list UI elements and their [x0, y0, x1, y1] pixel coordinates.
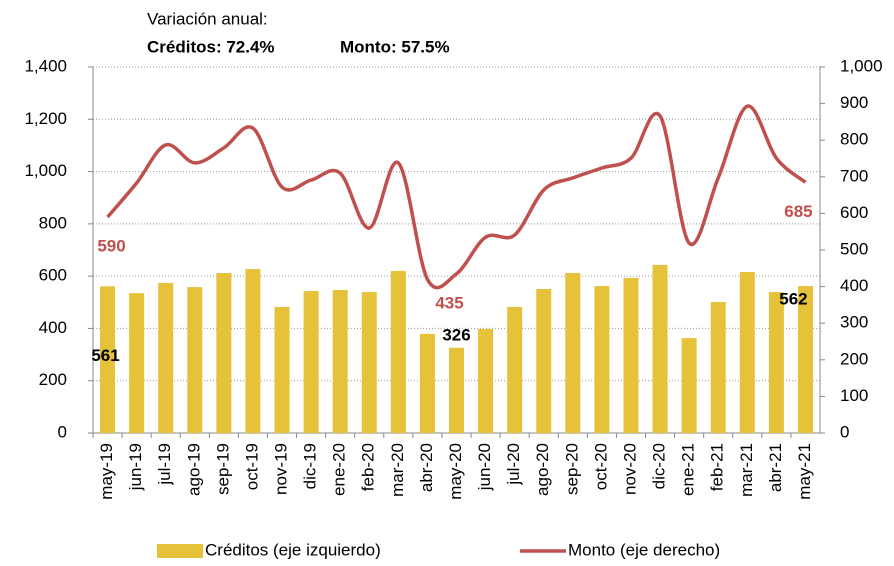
data-label: 562 [779, 290, 807, 309]
bar [478, 328, 494, 433]
bar [536, 288, 552, 433]
bar [507, 306, 523, 433]
x-tick-label: feb-21 [708, 443, 727, 491]
y2-tick-label: 1,000 [840, 56, 883, 75]
legend-label: Créditos (eje izquierdo) [205, 540, 381, 559]
subtitle: Monto: 57.5% [340, 37, 450, 56]
bar [361, 292, 377, 433]
legend-swatch [157, 544, 203, 558]
x-tick-label: may-19 [97, 443, 116, 500]
x-tick-label: ene-21 [679, 443, 698, 496]
x-tick-label: abr-20 [417, 443, 436, 492]
x-tick-label: nov-20 [620, 443, 639, 495]
legend-label: Monto (eje derecho) [568, 540, 720, 559]
x-tick-label: dic-20 [650, 443, 669, 489]
bar [100, 286, 116, 433]
bar [187, 287, 203, 433]
x-tick-label: ago-20 [533, 443, 552, 496]
y-tick-label: 400 [39, 318, 67, 337]
bar [303, 291, 319, 433]
x-tick-label: dic-19 [301, 443, 320, 489]
y2-tick-label: 700 [840, 166, 868, 185]
chart-title: Variación anual: [147, 9, 268, 28]
y2-tick-label: 200 [840, 349, 868, 368]
x-tick-label: jul-19 [155, 443, 174, 486]
x-tick-label: mar-21 [737, 443, 756, 497]
x-tick-label: oct-20 [591, 443, 610, 490]
x-tick-label: oct-19 [242, 443, 261, 490]
bar [129, 293, 145, 433]
x-tick-label: mar-20 [388, 443, 407, 497]
x-tick-label: abr-21 [766, 443, 785, 492]
bar [216, 273, 232, 433]
x-tick-label: sep-19 [213, 443, 232, 495]
x-tick-label: may-21 [795, 443, 814, 500]
data-label: 561 [91, 346, 119, 365]
line [106, 104, 807, 290]
y2-tick-label: 300 [840, 313, 868, 332]
bar [594, 286, 610, 433]
y2-tick-label: 500 [840, 239, 868, 258]
y-tick-label: 1,000 [24, 161, 67, 180]
bar [419, 333, 435, 433]
bar [768, 292, 784, 433]
y-tick-label: 200 [39, 370, 67, 389]
data-label: 326 [442, 325, 470, 344]
x-tick-label: ene-20 [330, 443, 349, 496]
x-tick-label: sep-20 [562, 443, 581, 495]
bar [390, 270, 406, 433]
bar [449, 347, 464, 433]
y2-tick-label: 400 [840, 276, 868, 295]
bar [274, 306, 290, 433]
bar [710, 302, 726, 433]
bar [652, 264, 668, 433]
x-tick-label: jun-20 [475, 443, 494, 491]
bar [245, 269, 261, 433]
bar [797, 286, 813, 433]
y-tick-label: 1,400 [24, 56, 67, 75]
y-tick-label: 800 [39, 213, 67, 232]
bar [681, 338, 697, 433]
subtitle: Créditos: 72.4% [147, 37, 275, 56]
x-tick-label: jun-19 [126, 443, 145, 491]
y2-tick-label: 900 [840, 93, 868, 112]
x-tick-label: nov-19 [272, 443, 291, 495]
bar [739, 271, 755, 433]
x-tick-label: feb-20 [359, 443, 378, 491]
bar [565, 273, 581, 433]
data-label: 590 [97, 237, 125, 256]
x-tick-label: ago-19 [184, 443, 203, 496]
data-label: 685 [784, 202, 812, 221]
data-label: 435 [435, 293, 463, 312]
y-tick-label: 600 [39, 266, 67, 285]
bar [158, 282, 174, 433]
y-tick-label: 0 [58, 422, 67, 441]
y2-tick-label: 600 [840, 203, 868, 222]
y2-tick-label: 800 [840, 130, 868, 149]
bar [332, 289, 348, 433]
y2-tick-label: 100 [840, 386, 868, 405]
bar [623, 277, 639, 433]
x-tick-label: jul-20 [504, 443, 523, 486]
x-tick-label: may-20 [446, 443, 465, 500]
y-tick-label: 1,200 [24, 109, 67, 128]
y2-tick-label: 0 [840, 422, 849, 441]
